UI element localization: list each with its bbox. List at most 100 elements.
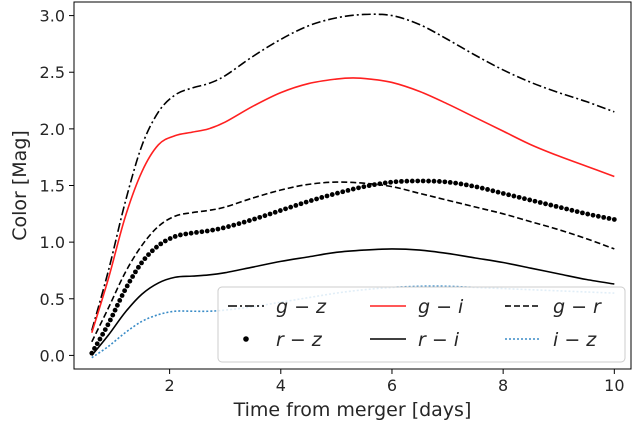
series-rz-marker bbox=[399, 178, 404, 184]
series-rz-marker bbox=[119, 293, 125, 298]
series-rz-marker bbox=[606, 216, 612, 221]
series-rz-marker bbox=[142, 256, 148, 262]
y-tick-label: 1.0 bbox=[40, 233, 65, 252]
series-rz-marker bbox=[188, 230, 194, 236]
series-rz-marker bbox=[393, 179, 399, 185]
series-rz-marker bbox=[585, 211, 591, 217]
series-rz-marker bbox=[437, 179, 442, 184]
series-rz-marker bbox=[149, 248, 155, 254]
series-rz-marker bbox=[267, 211, 273, 217]
legend-label-iz: i − z bbox=[553, 329, 597, 351]
series-rz-marker bbox=[178, 232, 183, 238]
series-rz-marker bbox=[447, 179, 453, 185]
series-rz-marker bbox=[319, 195, 325, 200]
legend-label-gi: g − i bbox=[418, 296, 464, 318]
series-rz-marker bbox=[324, 193, 330, 199]
series-rz-marker bbox=[167, 236, 173, 241]
y-tick-label: 3.0 bbox=[40, 7, 65, 26]
series-rz-marker bbox=[102, 327, 108, 332]
y-tick-label: 2.0 bbox=[40, 120, 65, 139]
series-rz-marker bbox=[601, 214, 607, 220]
series-rz-marker bbox=[511, 193, 517, 199]
series-rz-marker bbox=[298, 201, 304, 207]
series-rz-marker bbox=[382, 180, 388, 186]
series-rz-marker bbox=[308, 198, 314, 203]
series-rz-marker bbox=[426, 178, 431, 184]
series-rz-marker bbox=[340, 189, 346, 195]
x-tick-label: 8 bbox=[498, 376, 508, 395]
series-rz-marker bbox=[204, 228, 210, 234]
series-rz-marker bbox=[231, 222, 237, 228]
x-tick-label: 2 bbox=[165, 376, 175, 395]
series-rz-marker bbox=[490, 188, 496, 194]
series-rz-marker bbox=[257, 214, 263, 220]
series-rz-marker bbox=[130, 274, 136, 279]
series-rz-marker bbox=[133, 269, 138, 275]
series-rz-marker bbox=[114, 302, 120, 308]
series-rz-marker bbox=[372, 182, 377, 188]
y-tick-label: 1.5 bbox=[40, 177, 65, 196]
series-rz-marker bbox=[194, 229, 199, 235]
y-tick-label: 0.5 bbox=[40, 290, 65, 309]
series-rz-marker bbox=[183, 231, 189, 237]
legend-label-gr: g − r bbox=[553, 296, 602, 318]
series-rz-marker bbox=[356, 185, 361, 191]
series-rz-marker bbox=[210, 227, 216, 233]
series-rz-marker bbox=[236, 221, 242, 227]
series-rz-marker bbox=[479, 185, 485, 191]
series-rz-marker bbox=[303, 199, 309, 205]
series-rz-marker bbox=[220, 225, 226, 231]
series-rz-marker bbox=[415, 178, 421, 184]
series-rz-marker bbox=[283, 206, 288, 212]
series-rz-marker bbox=[495, 189, 501, 195]
series-rz-marker bbox=[548, 202, 554, 208]
series-rz-marker bbox=[500, 191, 506, 196]
series-rz-marker bbox=[420, 178, 426, 184]
series-rz-marker bbox=[350, 186, 356, 192]
x-tick-label: 10 bbox=[604, 376, 624, 395]
series-rz-marker bbox=[112, 307, 118, 313]
series-rz-marker bbox=[110, 312, 116, 318]
x-tick-label: 6 bbox=[387, 376, 397, 395]
series-rz-marker bbox=[522, 196, 527, 202]
series-layer bbox=[89, 13, 617, 359]
series-rz-marker bbox=[543, 201, 548, 207]
series-rz-marker bbox=[252, 216, 257, 222]
series-rz-marker bbox=[611, 217, 617, 222]
series-rz-marker bbox=[107, 317, 113, 323]
series-rz-marker bbox=[122, 288, 128, 294]
series-rz-marker bbox=[162, 238, 168, 244]
series-rz-marker bbox=[117, 298, 123, 303]
series-rz-marker bbox=[442, 179, 448, 185]
series-rz-marker bbox=[345, 187, 351, 193]
series-gr-line bbox=[91, 181, 615, 343]
series-rz-marker bbox=[366, 183, 372, 189]
series-rz-marker bbox=[277, 208, 283, 213]
series-rz-marker bbox=[199, 229, 205, 235]
x-tick-label: 4 bbox=[276, 376, 286, 395]
series-rz-marker bbox=[564, 206, 570, 212]
series-rz-marker bbox=[569, 207, 575, 213]
series-rz-marker bbox=[329, 192, 335, 197]
series-rz-marker bbox=[404, 178, 410, 184]
series-rz-marker bbox=[574, 209, 580, 215]
series-rz-marker bbox=[100, 331, 106, 337]
ticks-layer: 2 4 6 8 10 0.0 0.5 1.0 1.5 2.0 2.5 3.0 bbox=[40, 7, 625, 395]
series-rz-marker bbox=[241, 219, 247, 225]
series-rz-marker bbox=[154, 244, 159, 250]
series-rz-marker bbox=[516, 194, 522, 200]
series-rz-marker bbox=[215, 226, 221, 232]
legend-label-rz: r − z bbox=[276, 329, 323, 351]
y-tick-label: 0.0 bbox=[40, 346, 65, 365]
series-rz-marker bbox=[158, 241, 164, 247]
series-rz-marker bbox=[124, 283, 130, 289]
series-rz-marker bbox=[580, 210, 585, 216]
y-axis-label: Color [Mag] bbox=[9, 130, 31, 241]
series-rz-marker bbox=[361, 184, 367, 190]
series-rz-marker bbox=[558, 205, 564, 211]
series-rz-marker bbox=[595, 213, 601, 219]
legend-label-gz: g − z bbox=[276, 296, 327, 318]
series-rz-marker bbox=[506, 192, 512, 198]
series-rz-marker bbox=[335, 190, 340, 196]
